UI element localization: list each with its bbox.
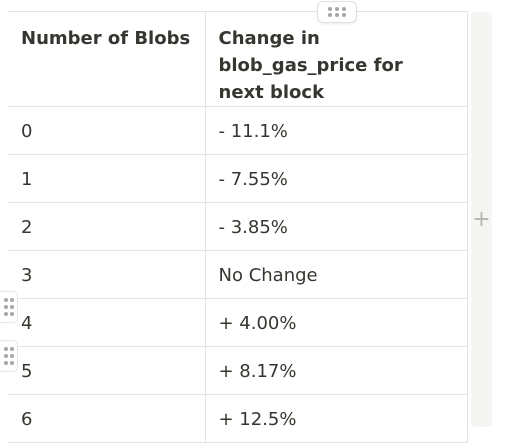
table-row: 5 + 8.17% bbox=[8, 346, 468, 395]
header-cell-number-of-blobs[interactable]: Number of Blobs bbox=[8, 11, 206, 107]
drag-dots-horizontal-icon bbox=[328, 7, 346, 17]
table-row: 4 + 4.00% bbox=[8, 298, 468, 347]
table-cell[interactable]: 2 bbox=[8, 202, 206, 251]
table-cell[interactable]: - 11.1% bbox=[204, 106, 468, 155]
row-drag-handle[interactable] bbox=[0, 340, 18, 372]
header-cell-change-in-price[interactable]: Change in blob_gas_price for next block bbox=[204, 11, 468, 107]
table-cell[interactable]: + 8.17% bbox=[204, 346, 468, 395]
table-row: 1 - 7.55% bbox=[8, 154, 468, 203]
table-cell[interactable]: 6 bbox=[8, 394, 206, 443]
table-cell[interactable]: + 12.5% bbox=[204, 394, 468, 443]
table-cell[interactable]: 4 bbox=[8, 298, 206, 347]
drag-dots-vertical-icon bbox=[3, 298, 14, 316]
plus-icon: + bbox=[472, 206, 491, 232]
table-cell[interactable]: + 4.00% bbox=[204, 298, 468, 347]
table-row: 2 - 3.85% bbox=[8, 202, 468, 251]
table-cell[interactable]: No Change bbox=[204, 250, 468, 299]
row-drag-handle[interactable] bbox=[0, 291, 18, 323]
table-cell[interactable]: 0 bbox=[8, 106, 206, 155]
table-row: 3 No Change bbox=[8, 250, 468, 299]
column-drag-handle[interactable] bbox=[317, 1, 357, 23]
table-cell[interactable]: 3 bbox=[8, 250, 206, 299]
drag-dots-vertical-icon bbox=[3, 347, 14, 365]
table-cell[interactable]: 5 bbox=[8, 346, 206, 395]
table-cell[interactable]: - 3.85% bbox=[204, 202, 468, 251]
table-row: 6 + 12.5% bbox=[8, 394, 468, 443]
blob-gas-table: Number of Blobs Change in blob_gas_price… bbox=[8, 11, 468, 443]
header-row: Number of Blobs Change in blob_gas_price… bbox=[8, 11, 468, 107]
data-table: Number of Blobs Change in blob_gas_price… bbox=[8, 11, 468, 443]
table-cell[interactable]: - 7.55% bbox=[204, 154, 468, 203]
table-cell[interactable]: 1 bbox=[8, 154, 206, 203]
table-row: 0 - 11.1% bbox=[8, 106, 468, 155]
add-column-button[interactable]: + bbox=[471, 12, 492, 427]
